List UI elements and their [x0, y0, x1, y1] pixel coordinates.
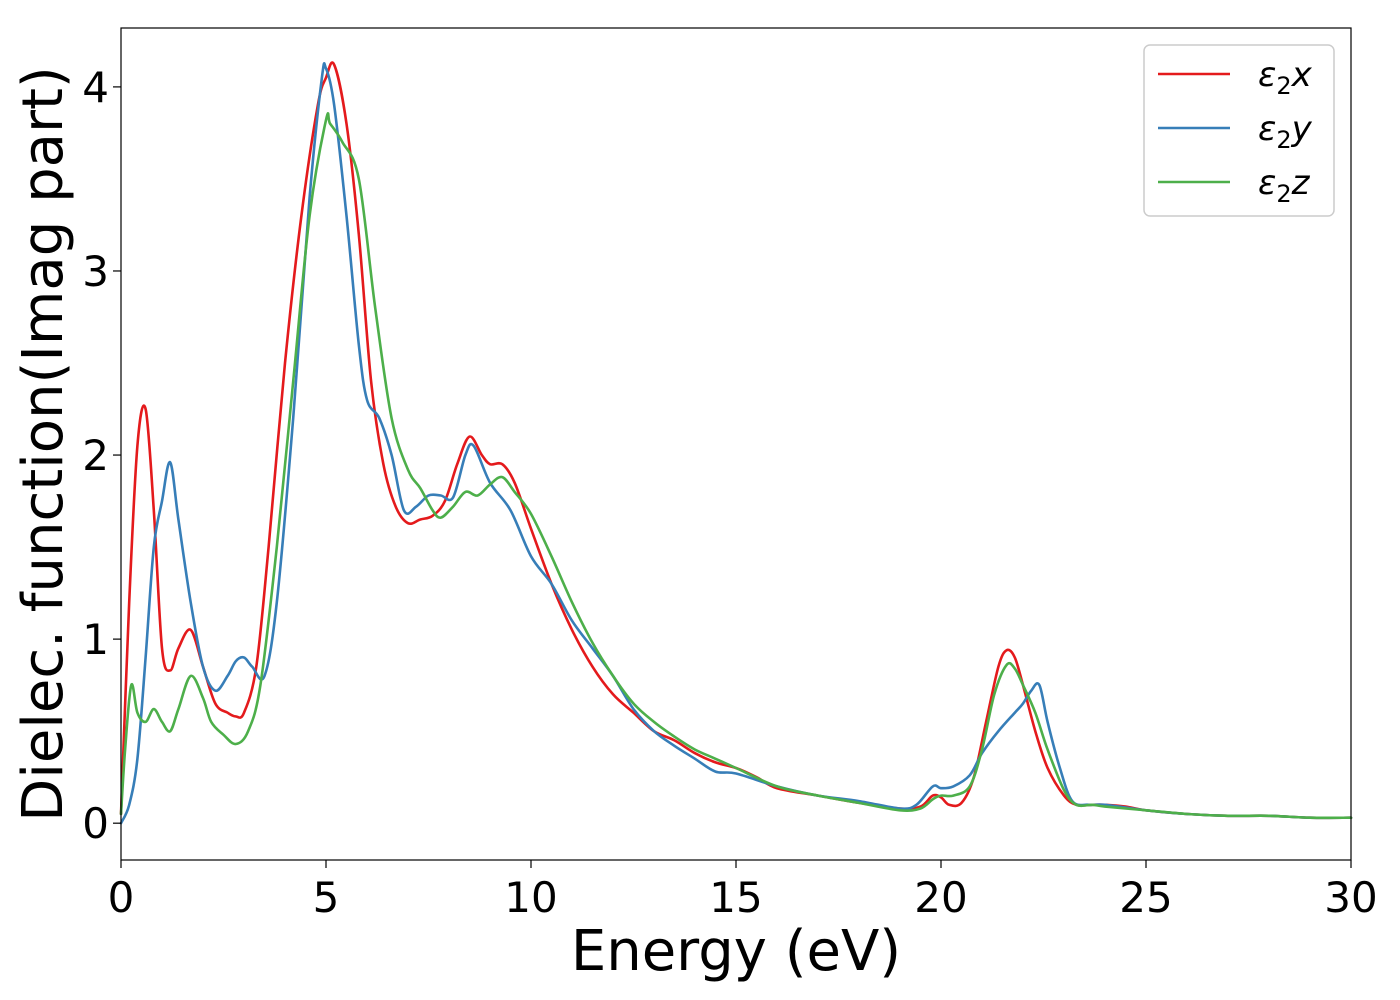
series-layer: [119, 61, 1353, 825]
y-tick-label: 2: [82, 431, 109, 480]
x-tick-label: 10: [504, 873, 557, 922]
x-tick-label: 15: [709, 873, 762, 922]
legend: ε2x ε2y ε2z: [1143, 44, 1335, 217]
legend-label-z: ε2z: [1258, 163, 1311, 208]
x-tick-label: 0: [108, 873, 135, 922]
y-axis: 0 1 2 3 4: [82, 63, 121, 848]
y-tick-label: 0: [82, 799, 109, 848]
x-axis-label: Energy (eV): [571, 919, 901, 984]
legend-box: [1143, 44, 1335, 217]
y-tick-label: 1: [82, 615, 109, 664]
series-line-y: [119, 62, 1353, 825]
x-tick-label: 30: [1324, 873, 1377, 922]
x-tick-label: 20: [914, 873, 967, 922]
legend-label-y: ε2y: [1258, 109, 1313, 154]
y-axis-label: Dielec. function(Imag part): [11, 66, 76, 822]
series-line-z: [119, 112, 1353, 820]
x-tick-label: 25: [1119, 873, 1172, 922]
x-axis: 0 5 10 15 20 25 30: [108, 860, 1378, 922]
legend-label-x: ε2x: [1258, 55, 1313, 100]
x-tick-label: 5: [313, 873, 340, 922]
y-tick-label: 3: [82, 247, 109, 296]
y-tick-label: 4: [82, 63, 109, 112]
